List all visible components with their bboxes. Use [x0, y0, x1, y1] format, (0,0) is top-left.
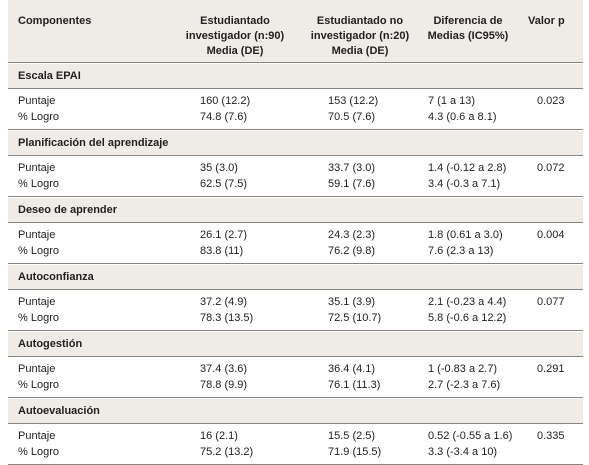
cell: 78.8 (9.9) — [200, 379, 248, 391]
section-rule — [8, 222, 583, 223]
row-label: % Logro — [18, 312, 59, 324]
header-cell: Estudiantado no investigador (n:20) Medi… — [310, 15, 410, 57]
cell: 1.8 (0.61 a 3.0) — [428, 229, 503, 241]
cell: 35 (3.0) — [200, 162, 238, 174]
cell: 37.4 (3.6) — [200, 363, 248, 375]
cell: 7 (1 a 13) — [428, 95, 476, 107]
cell: 37.2 (4.9) — [200, 296, 248, 308]
cell: 74.8 (7.6) — [200, 111, 248, 123]
cell: 76.1 (11.3) — [328, 379, 381, 391]
cell: 0.023 — [537, 95, 565, 107]
cell: 3.3 (-3.4 a 10) — [428, 446, 498, 458]
row-label: Puntaje — [18, 430, 56, 442]
header-cell: Diferencia de Medias (IC95%) — [427, 15, 509, 42]
row-label: % Logro — [18, 446, 59, 458]
section-bottom-rule — [8, 196, 583, 197]
section-band — [8, 332, 583, 356]
cell: 1.4 (-0.12 a 2.8) — [428, 162, 507, 174]
cell: 15.5 (2.5) — [328, 430, 376, 442]
row-label: % Logro — [18, 245, 59, 257]
cell: 0.077 — [537, 296, 565, 308]
cell: 26.1 (2.7) — [200, 229, 248, 241]
section-rule — [8, 88, 583, 89]
cell: 0.291 — [537, 363, 565, 375]
section-bottom-rule — [8, 330, 583, 331]
cell: 75.2 (13.2) — [200, 446, 254, 458]
cell: 76.2 (9.8) — [328, 245, 376, 257]
section-band — [8, 64, 583, 88]
cell: 1 (-0.83 a 2.7) — [428, 363, 498, 375]
cell: 24.3 (2.3) — [328, 229, 376, 241]
cell: 0.004 — [537, 229, 565, 241]
row-label: % Logro — [18, 178, 59, 190]
cell: 71.9 (15.5) — [328, 446, 382, 458]
section-rule — [8, 289, 583, 290]
row-label: % Logro — [18, 379, 59, 391]
header-cell: Componentes — [18, 15, 92, 27]
cell: 0.52 (-0.55 a 1.6) — [428, 430, 513, 442]
section-band — [8, 265, 583, 289]
cell: 62.5 (7.5) — [200, 178, 248, 190]
cell: 0.335 — [537, 430, 565, 442]
section-rule — [8, 356, 583, 357]
header-cell: Estudiantado investigador (n:90) Media (… — [185, 15, 285, 57]
section-bottom-rule — [8, 263, 583, 264]
cell: 3.4 (-0.3 a 7.1) — [428, 178, 501, 190]
section-title: Autoevaluación — [18, 405, 100, 417]
header-band — [8, 0, 583, 62]
section-title: Escala EPAI — [18, 70, 81, 82]
cell: 70.5 (7.6) — [328, 111, 376, 123]
section-title: Deseo de aprender — [18, 204, 118, 216]
cell: 153 (12.2) — [328, 95, 379, 107]
cell: 35.1 (3.9) — [328, 296, 376, 308]
cell: 72.5 (10.7) — [328, 312, 382, 324]
row-label: Puntaje — [18, 162, 56, 174]
cell: 4.3 (0.6 a 8.1) — [428, 111, 497, 123]
row-label: % Logro — [18, 111, 59, 123]
cell: 0.072 — [537, 162, 565, 174]
cell: 5.8 (-0.6 a 12.2) — [428, 312, 507, 324]
section-title: Autogestión — [18, 338, 83, 350]
section-band — [8, 399, 583, 423]
cell: 83.8 (11) — [200, 245, 244, 257]
row-label: Puntaje — [18, 95, 56, 107]
section-bottom-rule — [8, 397, 583, 398]
cell: 78.3 (13.5) — [200, 312, 254, 324]
section-band — [8, 198, 583, 222]
row-label: Puntaje — [18, 229, 56, 241]
section-bottom-rule — [8, 129, 583, 130]
cell: 2.7 (-2.3 a 7.6) — [428, 379, 501, 391]
section-rule — [8, 423, 583, 424]
cell: 36.4 (4.1) — [328, 363, 376, 375]
section-rule — [8, 155, 583, 156]
row-label: Puntaje — [18, 296, 56, 308]
cell: 33.7 (3.0) — [328, 162, 376, 174]
header-cell: Valor p — [528, 15, 565, 27]
cell: 16 (2.1) — [200, 430, 238, 442]
cell: 59.1 (7.6) — [328, 178, 376, 190]
header-rule — [8, 62, 583, 63]
cell: 2.1 (-0.23 a 4.4) — [428, 296, 507, 308]
section-title: Planificación del aprendizaje — [18, 137, 169, 149]
cell: 7.6 (2.3 a 13) — [428, 245, 494, 257]
section-title: Autoconfianza — [18, 271, 94, 283]
cell: 160 (12.2) — [200, 95, 251, 107]
row-label: Puntaje — [18, 363, 56, 375]
section-band — [8, 131, 583, 155]
